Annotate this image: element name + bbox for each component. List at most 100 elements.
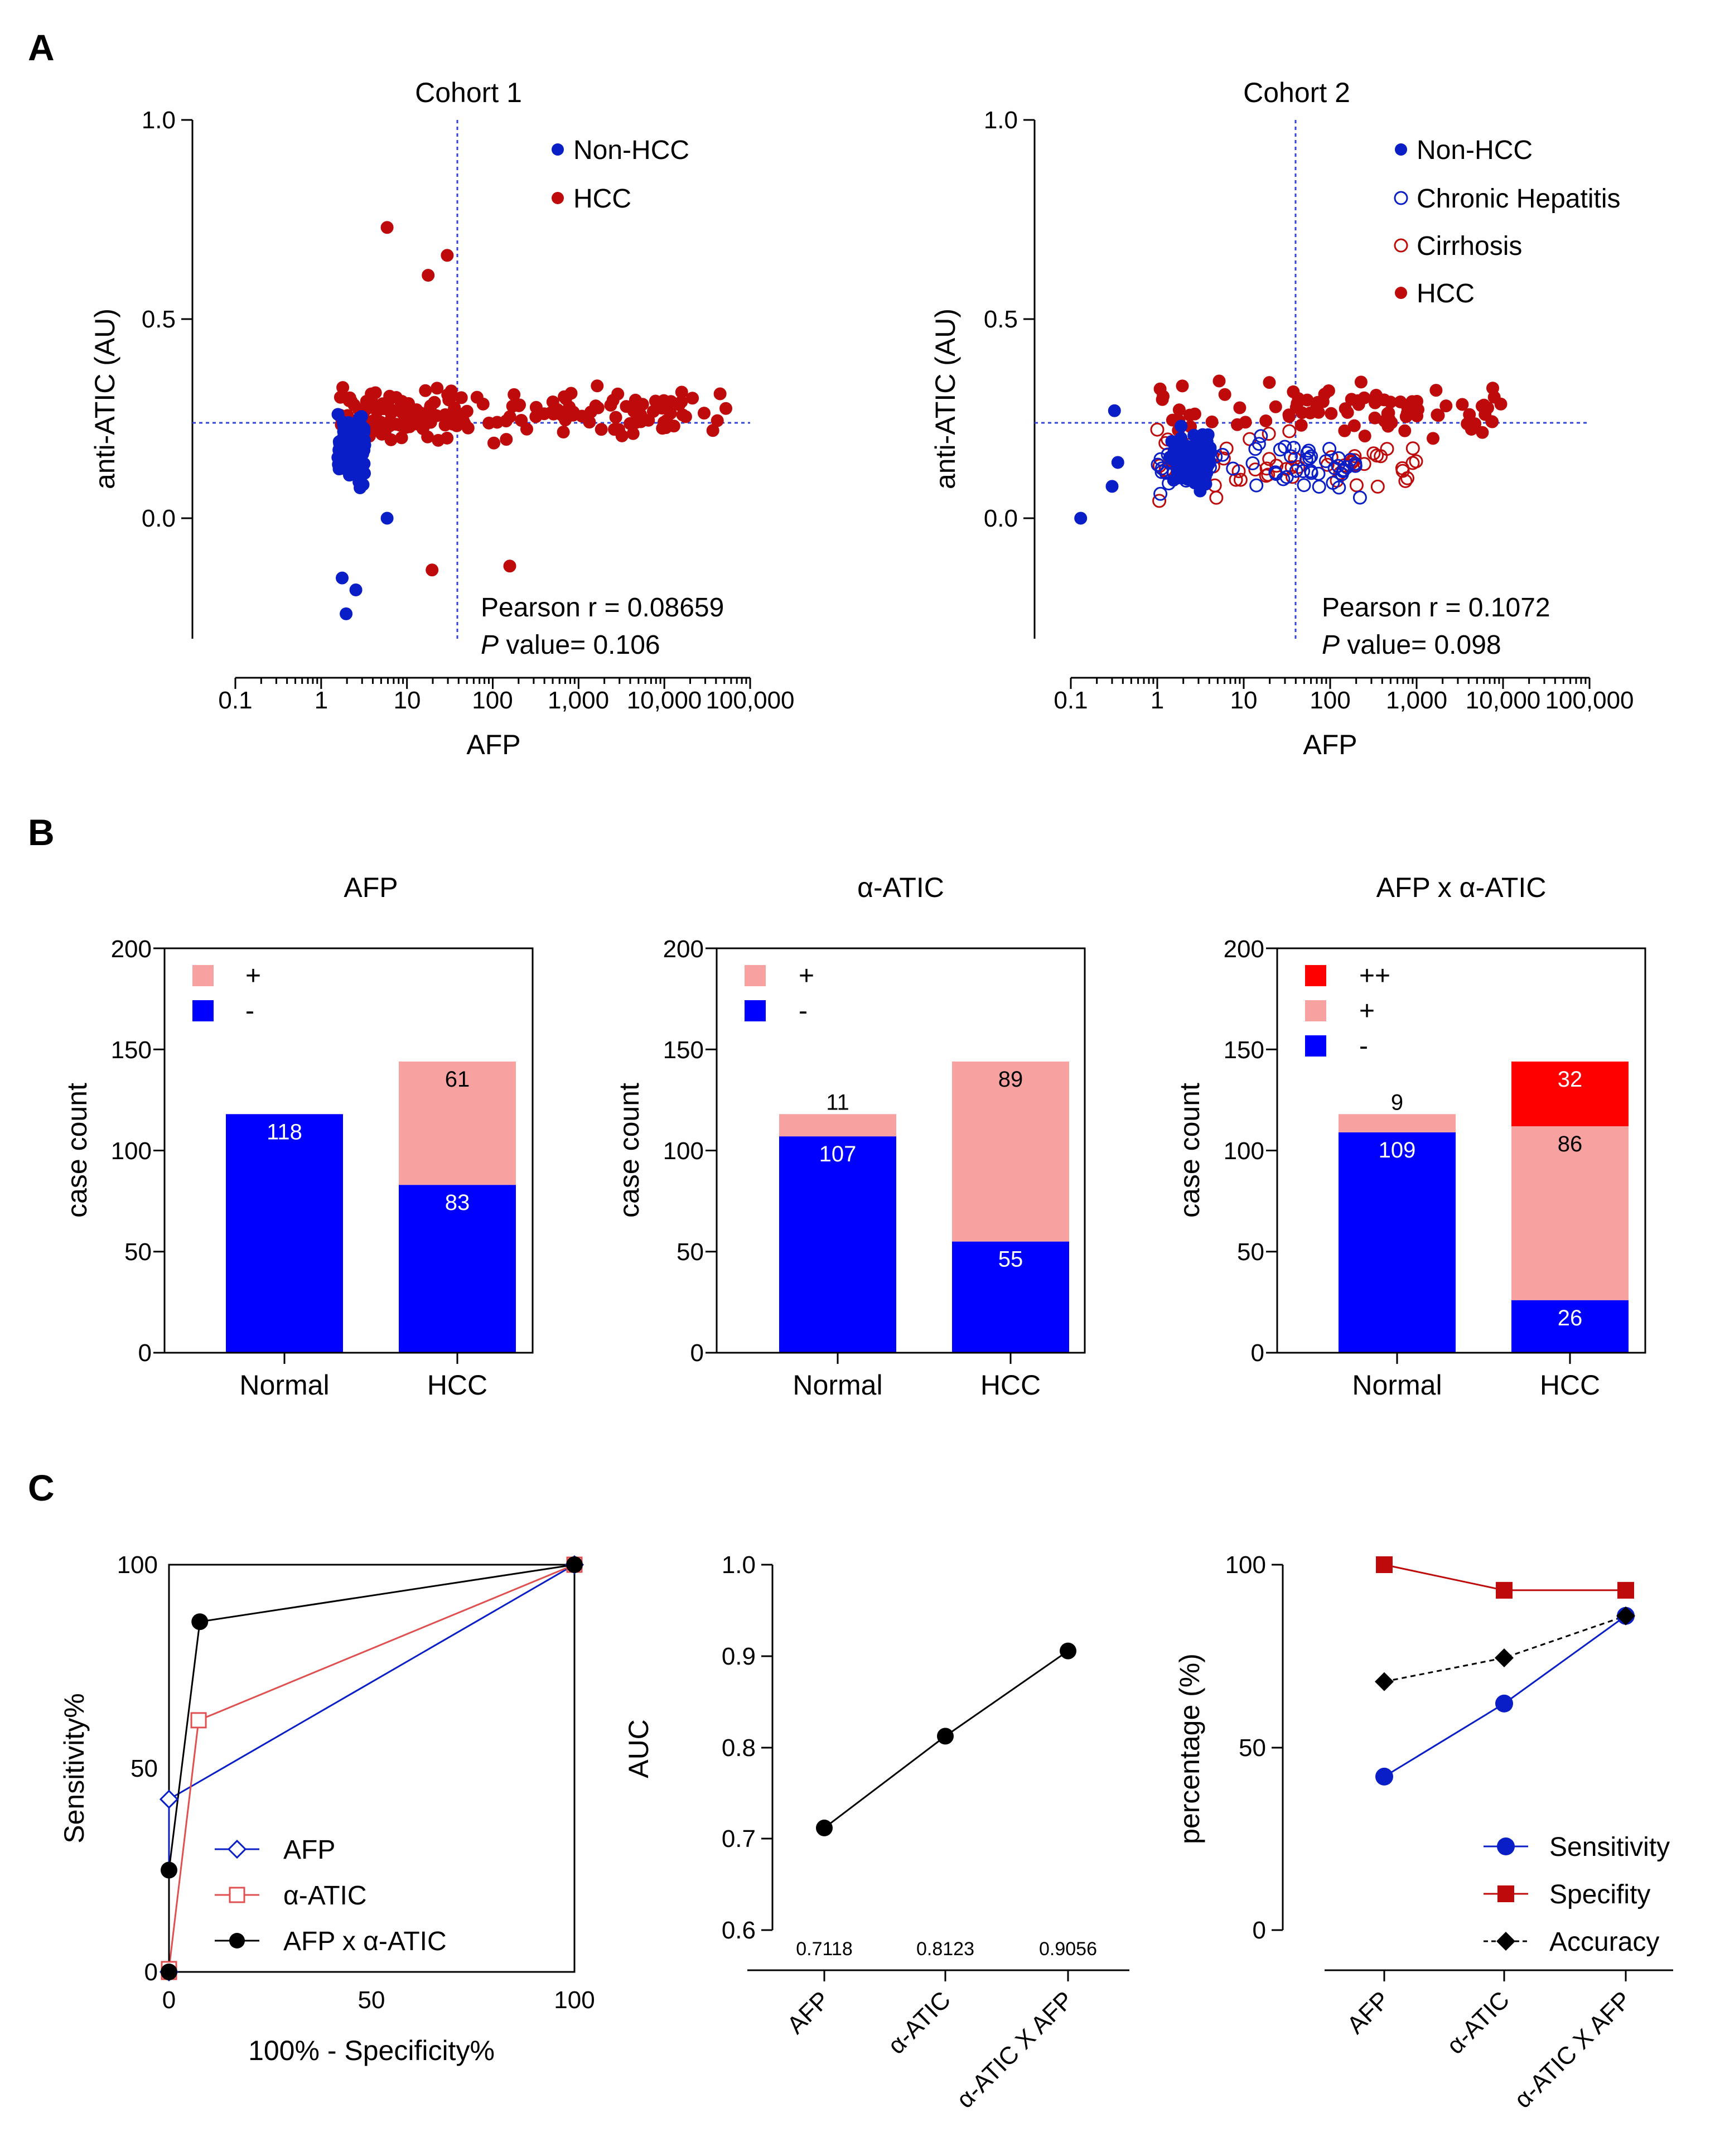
- legend-marker-nonhcc: [1395, 143, 1407, 156]
- scatter-point: [564, 387, 578, 400]
- legend-label: Sensitivity: [1549, 1832, 1670, 1862]
- scatter-points: [331, 221, 732, 620]
- bar-segment: [399, 1185, 516, 1353]
- scatter-point: [1341, 406, 1354, 419]
- bar-value-label: 11: [826, 1090, 849, 1115]
- scatter-point: [460, 404, 474, 418]
- auc-value-label: 0.7118: [796, 1938, 852, 1960]
- pearson-r: Pearson r = 0.08659: [481, 593, 724, 623]
- x-tick-label: 100: [554, 1986, 595, 2014]
- scatter-point: [336, 571, 349, 585]
- x-tick-label: 0.1: [218, 687, 252, 714]
- scatter-point: [470, 390, 484, 404]
- scatter-point: [612, 423, 625, 436]
- scatter-point: [1357, 391, 1371, 404]
- bar-segment: [1339, 1132, 1456, 1353]
- legend-marker-hcc: [1395, 287, 1407, 299]
- scatter-point-open: [1302, 443, 1316, 458]
- scatter-point-open: [1366, 446, 1381, 461]
- roc-line: [168, 1564, 575, 1972]
- scatter-point: [595, 423, 608, 436]
- x-tick-label: Normal: [239, 1369, 329, 1401]
- scatter-point-open: [1153, 486, 1168, 501]
- x-tick-label: 1,000: [1386, 687, 1447, 714]
- scatter-point: [1427, 432, 1439, 445]
- y-tick-label: 50: [1237, 1238, 1264, 1266]
- y-tick-label: 0.6: [722, 1917, 756, 1944]
- y-axis-label: Sensitivity%: [59, 1693, 90, 1844]
- roc-point: [161, 1964, 177, 1980]
- performance-point: [1375, 1767, 1393, 1786]
- legend-marker-accuracy: [1496, 1932, 1515, 1951]
- scatter-point-open: [1318, 454, 1333, 469]
- bar-value-label: 83: [445, 1190, 470, 1215]
- scatter-point: [380, 221, 394, 234]
- x-tick-label: HCC: [427, 1369, 487, 1401]
- scatter-point-open: [1248, 442, 1263, 456]
- scatter-point: [1374, 393, 1386, 406]
- scatter-point: [1181, 472, 1195, 486]
- y-tick-label: 100: [111, 1137, 152, 1165]
- y-tick-label: 100: [1224, 1137, 1264, 1165]
- scatter-point-open: [1268, 465, 1283, 480]
- scatter-point: [1105, 480, 1119, 493]
- legend-marker-chronic: [1394, 191, 1408, 205]
- legend-label: +: [799, 961, 814, 991]
- pearson-r: Pearson r = 0.1072: [1322, 593, 1550, 623]
- scatter-point: [719, 402, 732, 415]
- x-tick-label: α-ATIC: [883, 1986, 956, 2059]
- scatter-point: [1292, 392, 1305, 405]
- bar-value-label: 118: [267, 1120, 302, 1144]
- scatter-point-open: [1349, 478, 1364, 493]
- scatter-point-open: [1259, 469, 1273, 483]
- scatter-cohort1: Cohort 1 1.0 0.5 0.0 anti-ATIC (AU) 0.1 …: [89, 77, 795, 760]
- y-tick-label: 50: [1239, 1734, 1266, 1762]
- scatter-point: [546, 395, 559, 408]
- y-tick-label: 1.0: [142, 107, 176, 134]
- y-axis-label: anti-ATIC (AU): [930, 308, 961, 489]
- scatter-point: [1486, 382, 1499, 395]
- y-tick-label: 0.0: [142, 505, 176, 532]
- y-tick-label: 200: [1224, 935, 1264, 963]
- scatter-point: [698, 407, 711, 420]
- y-tick-label: 150: [1224, 1036, 1264, 1064]
- scatter-point: [1263, 376, 1276, 389]
- scatter-point: [1338, 424, 1351, 437]
- scatter-point-open: [1248, 462, 1263, 477]
- scatter-point-open: [1326, 476, 1340, 490]
- scatter-point-open: [1395, 464, 1410, 478]
- scatter-point-open: [1398, 474, 1413, 488]
- x-tick-label: 10: [1230, 687, 1258, 714]
- scatter-point: [360, 394, 373, 408]
- y-axis-label: anti-ATIC (AU): [89, 308, 120, 489]
- scatter-point-open: [1215, 447, 1230, 462]
- scatter-point: [354, 481, 367, 494]
- bar-title: AFP x α-ATIC: [1376, 872, 1547, 903]
- scatter-point: [1176, 379, 1189, 393]
- performance-point: [1617, 1581, 1634, 1599]
- bar-segment: [1511, 1062, 1629, 1126]
- scatter-point: [500, 414, 513, 428]
- performance-chart: 100 50 0 percentage (%) AFP α-ATIC α-ATI…: [1174, 1551, 1673, 2114]
- bar-segment: [779, 1114, 896, 1137]
- legend-swatch-plus: [192, 965, 214, 986]
- bar-segment: [1511, 1126, 1629, 1300]
- auc-value-label: 0.9056: [1039, 1938, 1097, 1960]
- y-tick-label: 0.0: [984, 505, 1018, 532]
- scatter-point: [336, 381, 350, 394]
- scatter-point: [352, 411, 366, 425]
- legend-label: Non-HCC: [573, 136, 689, 165]
- scatter-point: [584, 406, 597, 419]
- x-tick-label: AFP: [1342, 1986, 1395, 2039]
- bar-value-label: 107: [819, 1142, 857, 1166]
- scatter-point: [448, 401, 461, 414]
- scatter-point: [395, 431, 408, 445]
- scatter-point: [1456, 398, 1469, 411]
- y-axis-label: case count: [1174, 1083, 1205, 1218]
- scatter-point-open: [1269, 459, 1284, 473]
- scatter-point-open: [1405, 456, 1420, 470]
- performance-point: [1496, 1581, 1513, 1599]
- scatter-point-open: [1312, 480, 1326, 494]
- scatter-point-open: [1352, 490, 1367, 505]
- scatter-point: [1175, 448, 1188, 461]
